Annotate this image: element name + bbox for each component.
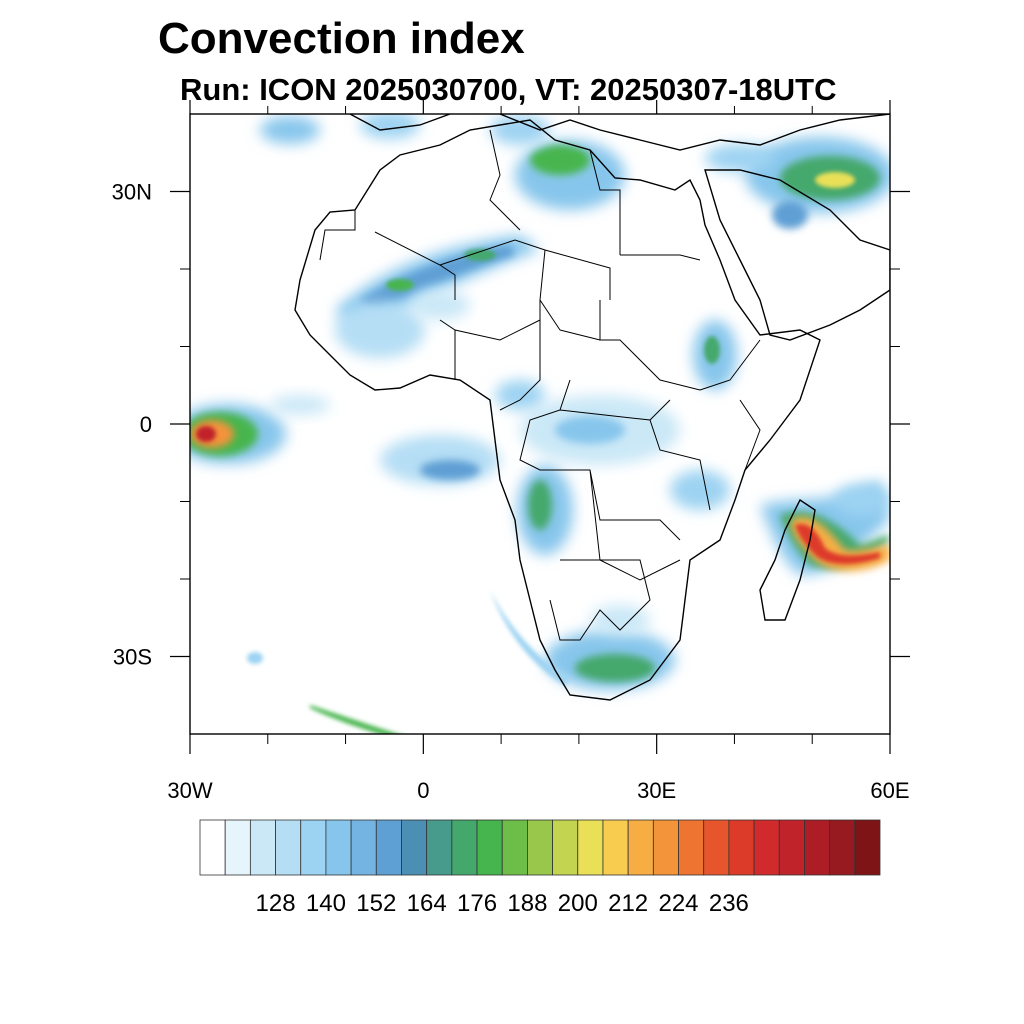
colorbar-swatch	[728, 819, 755, 876]
colorbar-swatch	[501, 819, 528, 876]
colorbar-swatch	[627, 819, 654, 876]
colorbar-swatch	[325, 819, 352, 876]
colorbar-labels: 128 140 152 164 176 188 200 212 224 236	[256, 890, 749, 917]
colorbar-swatch	[199, 819, 226, 876]
lat-tick-label: 30N	[112, 180, 152, 205]
colorbar-label: 164	[407, 890, 447, 917]
map-tick-labels: 30W 0 30E 60E 30N 0 30S	[112, 180, 910, 804]
colorbar-swatch	[451, 819, 478, 876]
lat-tick-label: 0	[140, 412, 152, 437]
colorbar-swatch	[275, 819, 302, 876]
colorbar-swatch	[577, 819, 604, 876]
colorbar-label: 152	[356, 890, 396, 917]
colorbar-label: 128	[256, 890, 296, 917]
colorbar-swatch	[829, 819, 856, 876]
convection-cell-east-africa	[670, 320, 737, 510]
colorbar-label: 176	[457, 890, 497, 917]
lon-tick-label: 60E	[870, 778, 909, 803]
map-subtitle: Run: ICON 2025030700, VT: 20250307-18UTC	[180, 72, 837, 107]
lon-tick-label: 30W	[167, 778, 212, 803]
colorbar-swatch	[401, 819, 428, 876]
convection-cell-angola	[517, 465, 573, 555]
convection-cell-mediterranean	[260, 114, 625, 210]
convection-cell-gulf-guinea	[380, 435, 500, 485]
colorbar-label: 188	[507, 890, 547, 917]
colorbar-swatch	[249, 819, 276, 876]
colorbar-swatch	[552, 819, 579, 876]
convection-cell-middle-east	[705, 137, 890, 229]
colorbar-swatch	[854, 819, 881, 876]
colorbar-label: 236	[709, 890, 749, 917]
colorbar-swatch	[527, 819, 553, 876]
colorbar-swatch	[778, 819, 805, 876]
madagascar-coastline	[759, 498, 816, 621]
lon-tick-label: 0	[417, 778, 429, 803]
colorbar-swatch	[426, 819, 453, 876]
colorbar-swatch	[476, 819, 503, 876]
convection-cell-south-atlantic	[247, 652, 398, 734]
colorbar-swatch	[652, 819, 679, 876]
convection-cell-central-africa	[495, 380, 680, 465]
colorbar-label: 140	[306, 890, 346, 917]
lat-tick-label: 30S	[113, 645, 152, 670]
colorbar-swatch	[375, 819, 402, 876]
colorbar-swatch	[300, 819, 327, 876]
colorbar-label: 200	[558, 890, 598, 917]
convection-cell-south-africa	[490, 590, 675, 690]
colorbar-swatch	[703, 819, 730, 876]
colorbar-swatch	[350, 819, 377, 876]
colorbar-label: 212	[608, 890, 648, 917]
colorbar-swatch	[224, 819, 251, 876]
map-borders	[319, 129, 761, 641]
colorbar-label: 224	[658, 890, 698, 917]
convection-field	[190, 114, 890, 734]
lon-tick-label: 30E	[637, 778, 676, 803]
europe-coastline	[349, 114, 890, 151]
border-lines	[319, 129, 761, 641]
colorbar-swatch	[753, 819, 780, 876]
colorbar-swatch	[602, 819, 629, 876]
arabia-coastline	[704, 169, 890, 341]
colorbar-swatch	[678, 819, 705, 876]
convection-cell-atlantic-equator	[190, 395, 330, 464]
map-ticks	[170, 100, 910, 754]
colorbar	[199, 819, 881, 876]
convection-cell-madagascar	[760, 480, 890, 575]
map-title: Convection index	[158, 14, 525, 63]
colorbar-swatch	[804, 819, 831, 876]
